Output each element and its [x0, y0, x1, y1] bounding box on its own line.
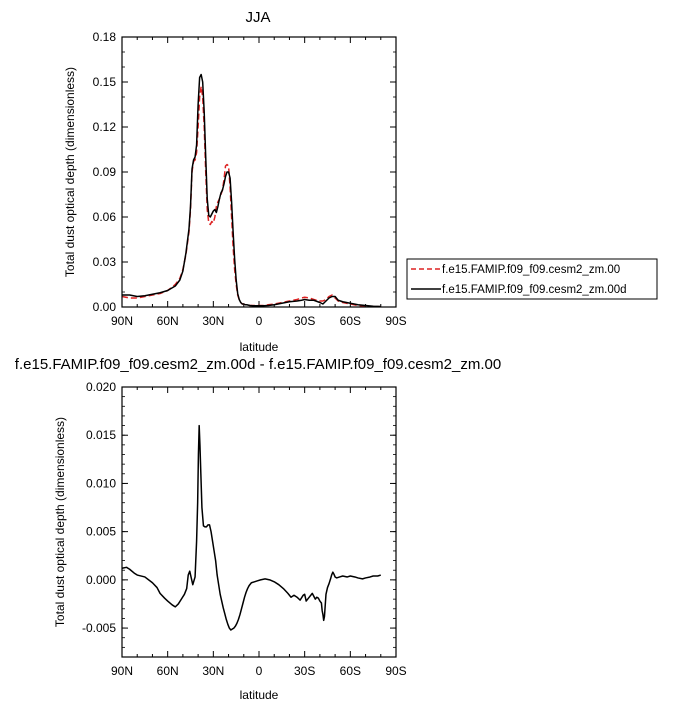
panel-top-ylabel: Total dust optical depth (dimensionless)	[63, 67, 77, 277]
top-ytick-label: 0.06	[93, 210, 117, 224]
bottom-xtick-label: 30N	[202, 664, 224, 678]
panel-bottom-ticks: 90N 60N 30N 0 30S 60S 90S -0.005 0.000 0.005 0.010…	[82, 380, 407, 678]
bottom-xtick-label: 60S	[340, 664, 361, 678]
top-ytick-label: 0.18	[93, 30, 117, 44]
legend-label-0: f.e15.FAMIP.f09_f09.cesm2_zm.00	[442, 264, 620, 276]
bottom-series-line-0	[121, 424, 382, 631]
panel-bottom: f.e15.FAMIP.f09_f09.cesm2_zm.00d - f.e15…	[15, 356, 501, 702]
top-xtick-label: 30N	[202, 314, 224, 328]
top-ytick-label: 0.03	[93, 255, 117, 269]
top-ytick-label: 0.15	[93, 75, 117, 89]
legend: f.e15.FAMIP.f09_f09.cesm2_zm.00 f.e15.FA…	[406, 258, 658, 300]
bottom-xtick-label: 0	[256, 664, 263, 678]
top-xtick-label: 90N	[111, 314, 133, 328]
top-xtick-label: 60S	[340, 314, 361, 328]
panel-top-xlabel: latitude	[240, 340, 279, 354]
bottom-ytick-label: 0.000	[86, 573, 116, 587]
panel-top-ticks: 90N 60N 30N 0 30S 60S 90S 0.00 0.03 0.06 0.09 0.12 0…	[93, 30, 407, 328]
top-ytick-label: 0.00	[93, 300, 117, 314]
bottom-ytick-label: -0.005	[82, 621, 116, 635]
bottom-ytick-label: 0.005	[86, 525, 116, 539]
panel-top-title: JJA	[245, 9, 270, 26]
bottom-xtick-label: 90S	[385, 664, 406, 678]
bottom-ytick-label: 0.020	[86, 380, 116, 394]
top-xtick-label: 30S	[294, 314, 315, 328]
top-xtick-label: 0	[256, 314, 263, 328]
legend-label-1: f.e15.FAMIP.f09_f09.cesm2_zm.00d	[442, 284, 627, 296]
bottom-xtick-label: 60N	[157, 664, 179, 678]
panel-bottom-series	[121, 424, 382, 631]
top-xtick-label: 90S	[385, 314, 406, 328]
top-xtick-label: 60N	[157, 314, 179, 328]
bottom-xtick-label: 90N	[111, 664, 133, 678]
panel-top-frame	[121, 36, 397, 308]
panel-top-series	[121, 73, 381, 308]
top-series-line-0	[121, 85, 381, 308]
panel-bottom-xlabel: latitude	[240, 688, 279, 702]
bottom-ytick-label: 0.010	[86, 476, 116, 490]
bottom-ytick-label: 0.015	[86, 428, 116, 442]
top-ytick-label: 0.12	[93, 120, 117, 134]
panel-bottom-ylabel: Total dust optical depth (dimensionless)	[53, 417, 67, 627]
bottom-xtick-label: 30S	[294, 664, 315, 678]
top-ytick-label: 0.09	[93, 165, 117, 179]
top-series-line-1	[122, 73, 381, 308]
panel-bottom-title: f.e15.FAMIP.f09_f09.cesm2_zm.00d - f.e15…	[15, 356, 501, 373]
panel-bottom-frame	[121, 386, 397, 658]
legend-frame	[406, 258, 658, 300]
panel-top: JJA 90N 60N 30N 0 30S 60S 90S 0.00 0.03 0.06 0.09 0…	[63, 9, 407, 354]
